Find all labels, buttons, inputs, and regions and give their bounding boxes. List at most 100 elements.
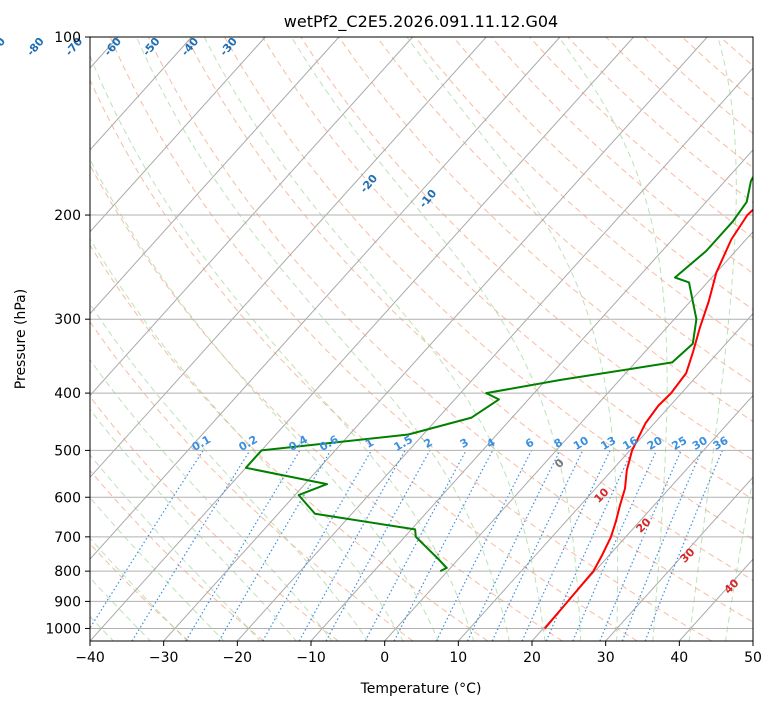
dry-adiabat — [147, 37, 753, 623]
isotherm — [163, 37, 708, 641]
moist-adiabat-label: 40 — [722, 576, 742, 596]
y-axis: 100 200 300 400 500 600 700 800 900 1000 — [45, 30, 90, 638]
isotherm — [752, 640, 753, 641]
x-tick-label: 0 — [380, 650, 389, 666]
line-labels: 0.10.20.40.611.52346810131620253036-100-… — [0, 35, 742, 597]
mixing-ratio-line — [435, 450, 533, 641]
moist-adiabat — [90, 54, 475, 641]
moist-adiabat — [90, 158, 439, 641]
x-tick-label: 50 — [744, 650, 762, 666]
mixing-ratio-line — [621, 450, 703, 641]
mixing-ratio-line — [90, 450, 204, 630]
dry-adiabat-label: -30 — [217, 35, 240, 59]
y-tick-label: 900 — [54, 594, 81, 610]
mixing-ratio-line — [393, 450, 494, 641]
y-tick-label: 600 — [54, 490, 81, 506]
temperature-profile — [544, 208, 753, 630]
y-tick-label: 100 — [54, 30, 81, 46]
x-tick-label: 30 — [597, 650, 615, 666]
chart-title: wetPf2_C2E5.2026.091.11.12.G04 — [284, 12, 558, 32]
pressure-grid — [90, 37, 753, 629]
isotherm — [384, 230, 753, 641]
y-tick-label: 700 — [54, 530, 81, 546]
isotherm — [90, 37, 487, 479]
x-tick-label: −40 — [75, 650, 105, 666]
y-tick-label: 400 — [54, 386, 81, 402]
isotherm — [90, 37, 266, 233]
moist-adiabat — [90, 358, 333, 641]
moist-adiabat — [90, 302, 369, 641]
x-tick-label: −30 — [149, 650, 179, 666]
x-axis: −40 −30 −20 −10 0 10 20 30 40 50 — [75, 641, 762, 666]
dry-adiabat — [529, 37, 753, 239]
dry-adiabat — [414, 37, 753, 347]
y-tick-label: 300 — [54, 312, 81, 328]
moist-adiabat — [136, 37, 510, 641]
mixing-ratio-line — [325, 450, 431, 641]
moist-adiabat — [203, 37, 546, 641]
moist-adiabat — [688, 37, 737, 641]
x-tick-label: 10 — [449, 650, 467, 666]
dry-adiabat — [262, 37, 753, 500]
mixing-ratio-line — [545, 450, 633, 641]
mixing-ratio-line — [262, 450, 372, 641]
x-axis-title: Temperature (°C) — [360, 681, 482, 697]
dry-adiabat — [90, 244, 488, 641]
isotherm — [457, 312, 753, 641]
dry-adiabat — [90, 164, 563, 641]
mixing-ratio-line — [131, 450, 251, 641]
dry-adiabat-label: -60 — [101, 35, 124, 59]
mixing-ratio-label: 2 — [422, 436, 435, 451]
isotherm — [90, 37, 192, 151]
mixing-ratio-line — [572, 450, 658, 641]
dry-adiabat — [90, 543, 190, 641]
x-tick-label: 40 — [670, 650, 688, 666]
moist-adiabat — [90, 454, 261, 641]
mixing-ratio-line — [491, 450, 584, 641]
dry-adiabat — [90, 321, 414, 641]
y-axis-title: Pressure (hPa) — [13, 289, 29, 389]
dry-adiabat-label: -40 — [179, 35, 202, 59]
y-tick-label: 800 — [54, 564, 81, 580]
dry-adiabat — [109, 37, 712, 641]
y-tick-label: 200 — [54, 208, 81, 224]
x-tick-label: −20 — [223, 650, 253, 666]
isotherm — [90, 37, 634, 641]
profile-lines — [244, 175, 753, 630]
moist-adiabat — [406, 37, 619, 641]
dry-adiabat-label: -50 — [140, 35, 163, 59]
isotherm — [90, 37, 413, 397]
isotherm — [310, 149, 753, 641]
mixing-ratio-label: 4 — [484, 436, 497, 451]
mixing-ratio-line — [185, 450, 301, 641]
dry-adiabat — [567, 37, 753, 204]
moist-adiabat — [90, 237, 404, 641]
mixing-ratio-line — [644, 450, 723, 641]
dewpoint-profile — [244, 175, 753, 572]
isotherm — [605, 476, 753, 641]
dry-adiabat — [643, 37, 753, 134]
y-tick-label: 500 — [54, 443, 81, 459]
mixing-ratio-label: 3 — [458, 436, 471, 451]
moist-adiabat — [724, 475, 753, 641]
mixing-ratio-line — [599, 450, 682, 641]
moist-adiabat — [558, 37, 668, 641]
moist-adiabat — [290, 37, 582, 641]
plot-frame — [89, 36, 754, 642]
mixing-ratio-line — [364, 450, 467, 641]
x-tick-label: 20 — [523, 650, 541, 666]
dry-adiabat-label: -80 — [24, 35, 47, 59]
mixing-ratio-label: 6 — [523, 436, 536, 451]
isotherm — [236, 67, 753, 641]
background-lines — [90, 37, 753, 641]
isotherm — [90, 37, 561, 560]
dry-adiabat-label: -90 — [0, 35, 8, 59]
moist-adiabat-label: 30 — [678, 545, 698, 565]
mixing-ratio-line — [298, 450, 406, 641]
moist-adiabat — [90, 496, 225, 641]
dry-adiabat — [491, 37, 753, 275]
dry-adiabat — [90, 395, 339, 641]
moist-adiabat-label: 0 — [552, 456, 567, 471]
x-tick-label: −10 — [296, 650, 326, 666]
